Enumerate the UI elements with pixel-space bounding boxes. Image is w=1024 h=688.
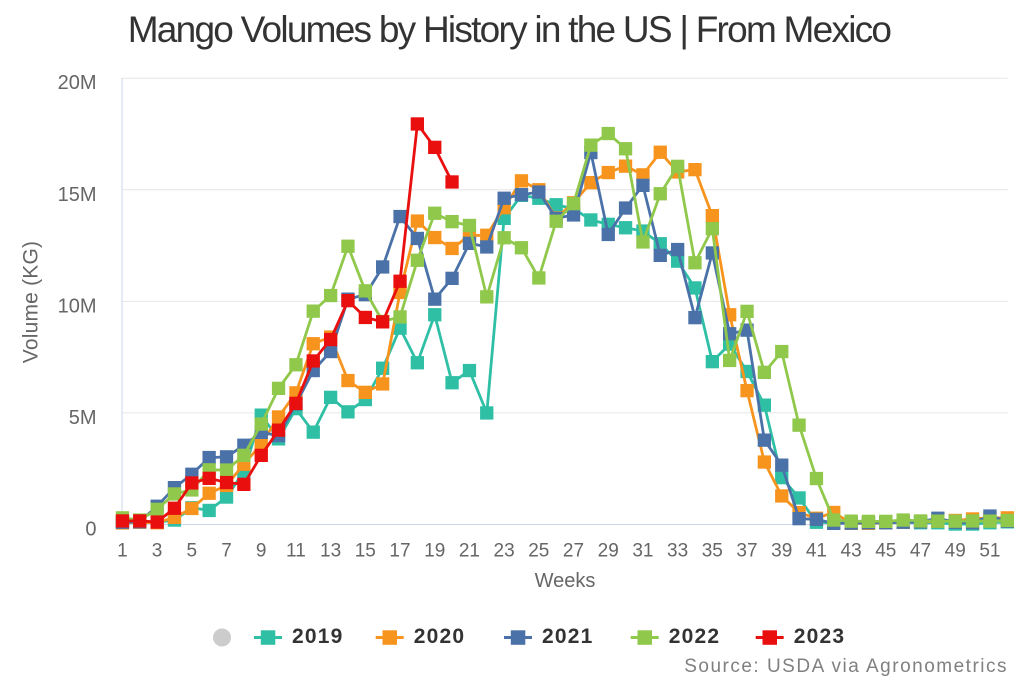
svg-text:37: 37 bbox=[736, 541, 757, 562]
svg-text:15: 15 bbox=[355, 541, 376, 562]
svg-text:49: 49 bbox=[945, 541, 966, 562]
svg-text:21: 21 bbox=[459, 541, 480, 562]
svg-text:13: 13 bbox=[320, 541, 341, 562]
svg-text:47: 47 bbox=[910, 541, 931, 562]
svg-text:5M: 5M bbox=[69, 407, 97, 429]
svg-text:39: 39 bbox=[771, 541, 792, 562]
svg-text:7: 7 bbox=[221, 541, 232, 562]
svg-text:1: 1 bbox=[117, 541, 128, 562]
svg-text:15M: 15M bbox=[58, 184, 97, 206]
svg-text:2023: 2023 bbox=[794, 625, 846, 648]
svg-text:2022: 2022 bbox=[669, 625, 721, 648]
svg-text:19: 19 bbox=[424, 541, 445, 562]
svg-text:Volume (KG): Volume (KG) bbox=[20, 241, 43, 363]
svg-text:Weeks: Weeks bbox=[535, 570, 596, 592]
svg-text:9: 9 bbox=[256, 541, 267, 562]
svg-text:5: 5 bbox=[187, 541, 198, 562]
svg-text:Source: USDA via Agronometrics: Source: USDA via Agronometrics bbox=[684, 656, 1008, 677]
svg-text:25: 25 bbox=[528, 541, 549, 562]
svg-text:0: 0 bbox=[85, 519, 96, 541]
svg-text:11: 11 bbox=[286, 541, 306, 562]
svg-text:29: 29 bbox=[598, 541, 619, 562]
svg-text:35: 35 bbox=[702, 541, 723, 562]
svg-text:31: 31 bbox=[632, 541, 653, 562]
svg-text:3: 3 bbox=[152, 541, 163, 562]
svg-text:33: 33 bbox=[667, 541, 688, 562]
svg-text:41: 41 bbox=[806, 541, 827, 562]
svg-text:43: 43 bbox=[841, 541, 862, 562]
svg-text:2019: 2019 bbox=[292, 625, 344, 648]
svg-text:27: 27 bbox=[563, 541, 584, 562]
svg-text:2020: 2020 bbox=[414, 625, 466, 648]
svg-text:Mango Volumes by History in th: Mango Volumes by History in the US | Fro… bbox=[128, 9, 892, 50]
svg-text:17: 17 bbox=[389, 541, 410, 562]
svg-text:23: 23 bbox=[494, 541, 515, 562]
svg-text:10M: 10M bbox=[58, 295, 97, 317]
svg-text:2021: 2021 bbox=[542, 625, 594, 648]
svg-text:45: 45 bbox=[875, 541, 896, 562]
svg-text:20M: 20M bbox=[58, 72, 97, 94]
svg-text:51: 51 bbox=[979, 541, 1000, 562]
